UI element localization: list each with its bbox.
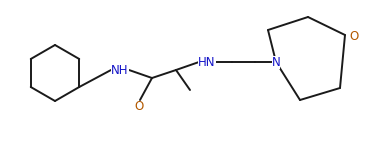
Text: O: O [134,100,143,114]
Text: HN: HN [198,56,216,69]
Text: N: N [272,56,280,69]
Text: NH: NH [111,63,129,76]
Text: O: O [349,30,359,42]
Text: N: N [272,56,280,69]
